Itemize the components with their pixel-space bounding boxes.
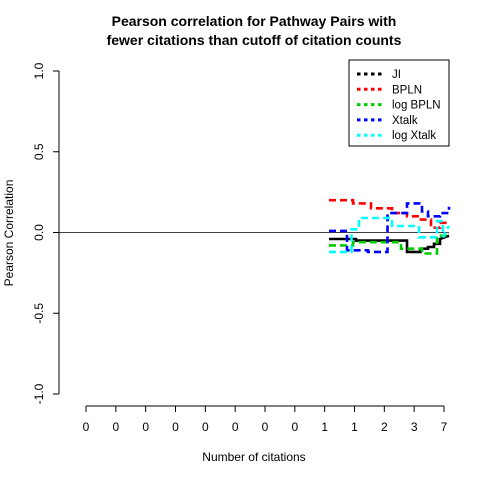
x-tick-label: 0 [262, 420, 269, 434]
x-tick-label: 1 [321, 420, 328, 434]
x-axis-label: Number of citations [202, 450, 305, 464]
chart-title-line-1: Pearson correlation for Pathway Pairs wi… [112, 13, 397, 29]
x-tick-label: 0 [291, 420, 298, 434]
y-tick-label: -0.5 [32, 303, 46, 324]
y-axis: -1.0 -0.5 0.0 0.5 1.0 [32, 62, 60, 404]
series-line-xtalk [329, 202, 451, 254]
x-tick-label: 1 [351, 420, 358, 434]
x-tick-label: 0 [83, 420, 90, 434]
x-tick-label: 0 [142, 420, 149, 434]
x-tick-label: 0 [112, 420, 119, 434]
y-tick-label: 1.0 [32, 62, 46, 79]
series-line-log-xtalk [329, 216, 451, 254]
legend-label-log-bpln: log BPLN [392, 100, 441, 112]
x-tick-label: 7 [441, 420, 448, 434]
x-tick-label: 3 [411, 420, 418, 434]
y-tick-label: 0.0 [32, 224, 46, 241]
y-tick-label: -1.0 [32, 383, 46, 404]
legend: JI BPLN log BPLN Xtalk log Xtalk [348, 59, 450, 147]
x-tick-label: 2 [381, 420, 388, 434]
legend-label-xtalk: Xtalk [392, 115, 418, 127]
series-line-bpln [329, 198, 449, 229]
legend-label-log-xtalk: log Xtalk [392, 130, 436, 142]
y-axis-label: Pearson Correlation [2, 180, 16, 287]
legend-label-bpln: BPLN [392, 84, 422, 96]
x-axis: 0 0 0 0 0 0 0 0 1 1 2 3 7 [83, 405, 448, 434]
series-lines [329, 198, 451, 255]
x-tick-label: 0 [172, 420, 179, 434]
x-tick-label: 0 [232, 420, 239, 434]
series-line-log-bpln [329, 234, 449, 255]
chart-title-line-2: fewer citations than cutoff of citation … [107, 32, 402, 48]
series-line-ji [329, 234, 450, 254]
x-tick-label: 0 [202, 420, 209, 434]
y-tick-label: 0.5 [32, 143, 46, 160]
legend-label-ji: JI [392, 69, 401, 81]
